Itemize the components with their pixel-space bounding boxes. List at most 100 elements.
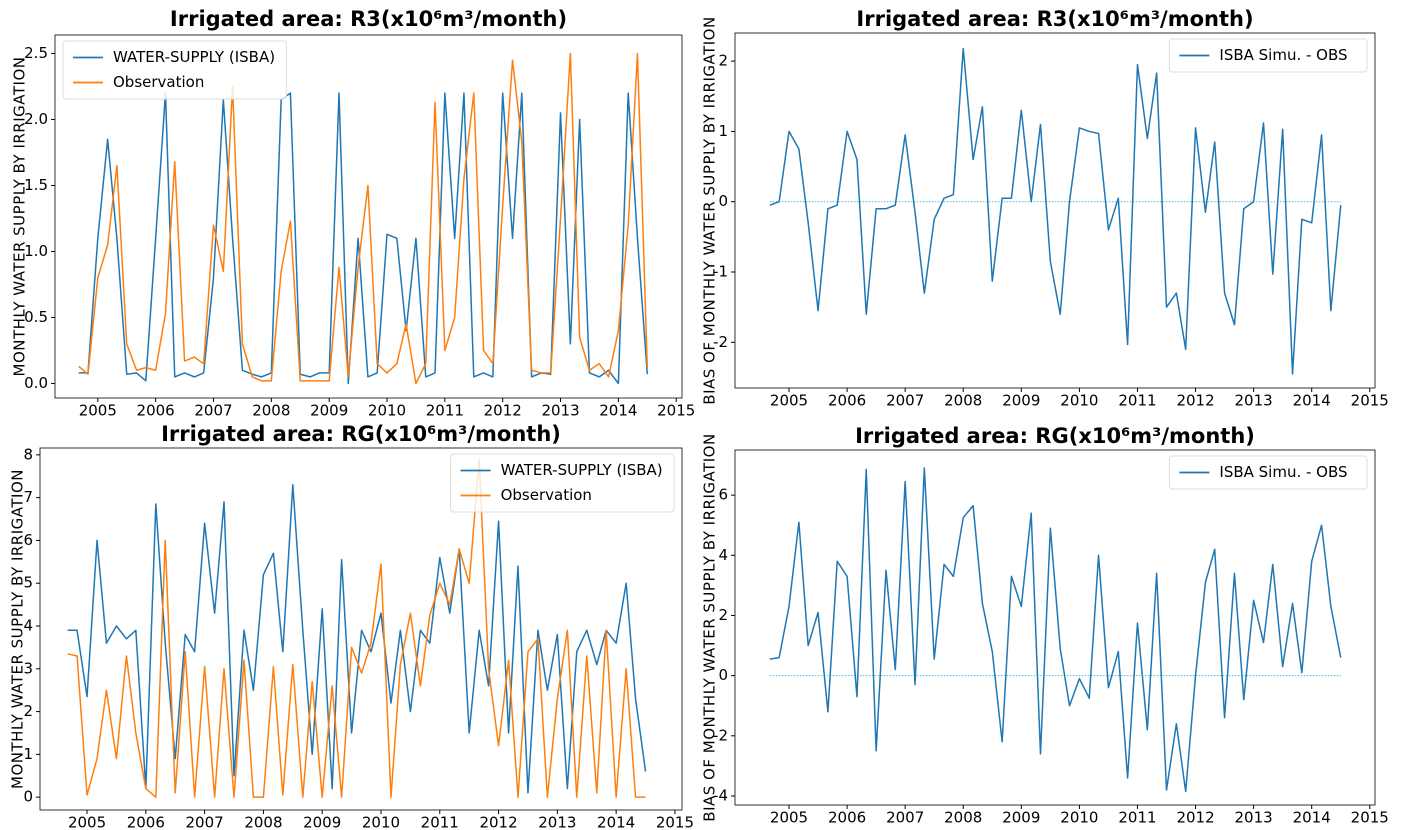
x-tick-label: 2005 [68,814,106,830]
x-tick-label: 2010 [362,814,400,830]
plot-frame [734,32,1376,389]
y-tick-label: 0.5 [24,308,48,326]
x-tick-label: 2009 [1002,809,1040,827]
x-tick-label: 2008 [944,392,982,410]
x-tick-label: 2011 [1118,392,1156,410]
y-tick-label: 0 [718,192,728,210]
x-tick-label: 2008 [244,814,282,830]
x-tick-label: 2014 [599,402,637,420]
x-tick-label: 2007 [886,809,924,827]
subplot: Irrigated area: R3(x10⁶m³/month) MONTHLY … [11,7,696,420]
x-tick-label: 2014 [1293,392,1331,410]
y-tick-label: 0.0 [24,374,48,392]
y-tick-label: 0 [718,666,728,684]
x-tick-label: 2015 [1351,392,1389,410]
plot-frame [39,447,683,811]
chart-title: Irrigated area: RG(x10⁶m³/month) [855,424,1255,448]
y-tick-label: 2 [718,52,728,70]
y-tick-label: 5 [23,574,33,592]
plot-frame [54,34,683,399]
subplot: Irrigated area: RG(x10⁶m³/month) MONTHLY … [9,422,695,830]
data-line [78,92,649,385]
x-tick-label: 2009 [310,402,348,420]
y-tick-label: 2.5 [24,44,48,62]
x-tick-label: 2009 [1002,392,1040,410]
x-tick-label: 2008 [944,809,982,827]
x-tick-label: 2012 [1176,392,1214,410]
legend-frame [1168,38,1368,73]
subplot: Irrigated area: RG(x10⁶m³/month) BIAS OF … [701,424,1389,827]
data-line [67,458,646,798]
x-tick-label: 2005 [770,392,808,410]
x-tick-label: 2007 [886,392,924,410]
x-tick-label: 2013 [1235,392,1273,410]
x-tick-label: 2007 [186,814,224,830]
legend-frame [450,453,675,513]
y-tick-label: 1 [23,745,33,763]
y-tick-label: 7 [23,488,33,506]
x-tick-label: 2012 [1176,809,1214,827]
y-tick-label: 1 [718,122,728,140]
plot-frame [734,449,1376,806]
subplot: Irrigated area: R3(x10⁶m³/month) BIAS OF … [701,7,1389,410]
legend-label: ISBA Simu. - OBS [1219,46,1347,64]
x-tick-label: 2011 [1118,809,1156,827]
data-line [78,52,649,385]
x-tick-label: 2005 [770,809,808,827]
x-tick-label: 2012 [479,814,517,830]
x-tick-label: 2010 [1060,809,1098,827]
legend-label: WATER-SUPPLY (ISBA) [113,48,275,66]
chart-title: Irrigated area: RG(x10⁶m³/month) [161,422,561,446]
y-axis-label: BIAS OF MONTHLY WATER SUPPLY BY IRRIGATI… [701,433,719,821]
y-tick-label: -1 [713,263,728,281]
y-tick-label: 3 [23,659,33,677]
legend-label: Observation [113,73,204,91]
data-line [67,484,647,794]
x-tick-label: 2005 [79,402,117,420]
y-tick-label: 4 [23,617,33,635]
y-tick-label: -2 [713,333,728,351]
x-tick-label: 2009 [303,814,341,830]
data-line [769,467,1342,793]
y-tick-label: 6 [718,486,728,504]
chart-title: Irrigated area: R3(x10⁶m³/month) [170,7,567,31]
y-tick-label: 0 [23,788,33,806]
y-axis-label: MONTHLY WATER SUPPLY BY IRRIGATION [11,57,29,377]
x-tick-label: 2010 [368,402,406,420]
x-tick-label: 2013 [1235,809,1273,827]
x-tick-label: 2007 [194,402,232,420]
x-tick-label: 2015 [656,814,694,830]
y-tick-label: 2 [718,606,728,624]
x-tick-label: 2014 [1293,809,1331,827]
x-tick-label: 2011 [426,402,464,420]
y-tick-label: 2 [23,702,33,720]
y-tick-label: 4 [718,546,728,564]
y-tick-label: 6 [23,531,33,549]
y-tick-label: 1.0 [24,242,48,260]
x-tick-label: 2006 [828,392,866,410]
legend-label: Observation [501,486,592,504]
x-tick-label: 2013 [538,814,576,830]
y-tick-label: 2.0 [24,110,48,128]
y-tick-label: -2 [713,726,728,744]
y-tick-label: 8 [23,445,33,463]
y-tick-label: 1.5 [24,176,48,194]
y-axis-label: MONTHLY WATER SUPPLY BY IRRIGATION [9,469,27,789]
x-tick-label: 2014 [597,814,635,830]
x-tick-label: 2012 [484,402,522,420]
x-tick-label: 2006 [127,814,165,830]
y-tick-label: -4 [713,786,728,804]
x-tick-label: 2010 [1060,392,1098,410]
x-tick-label: 2015 [657,402,695,420]
legend-label: ISBA Simu. - OBS [1219,463,1347,481]
legend-frame [62,40,287,100]
x-tick-label: 2006 [828,809,866,827]
x-tick-label: 2006 [137,402,175,420]
x-tick-label: 2011 [421,814,459,830]
chart-title: Irrigated area: R3(x10⁶m³/month) [856,7,1253,31]
x-tick-label: 2015 [1351,809,1389,827]
legend-frame [1168,455,1368,490]
y-axis-label: BIAS OF MONTHLY WATER SUPPLY BY IRRIGATI… [701,16,719,404]
